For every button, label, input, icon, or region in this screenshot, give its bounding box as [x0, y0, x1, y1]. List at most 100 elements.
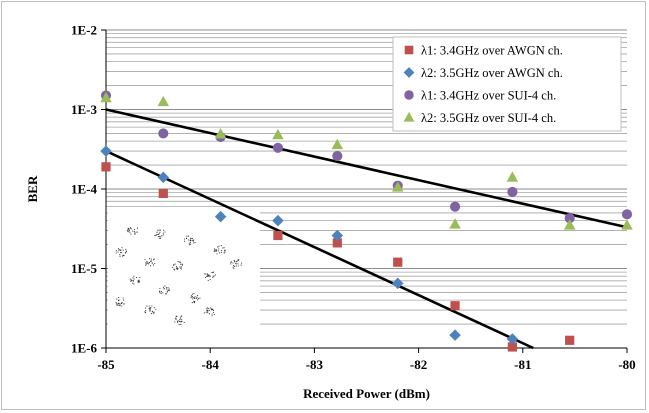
constellation-cluster [230, 259, 243, 269]
constellation-dot [153, 312, 155, 314]
constellation-dot [156, 231, 158, 233]
data-point-circle [507, 186, 518, 197]
constellation-dot [166, 287, 168, 289]
constellation-dot [207, 310, 209, 312]
constellation-dot [185, 237, 188, 239]
constellation-dot [181, 264, 184, 266]
constellation-dot [136, 277, 138, 279]
constellation-dot [177, 260, 179, 262]
constellation-dot [196, 296, 198, 298]
constellation-dot [189, 239, 191, 241]
data-point-diamond [272, 214, 284, 227]
constellation-dot [153, 311, 155, 313]
constellation-dot [160, 290, 162, 293]
data-point-diamond [100, 145, 112, 157]
constellation-dot [132, 277, 134, 279]
constellation-dot [232, 266, 234, 268]
constellation-dot [180, 268, 182, 270]
constellation-dot [150, 313, 152, 315]
constellation-dot [206, 307, 208, 309]
trend-line [105, 108, 628, 229]
constellation-dot [120, 249, 122, 251]
constellation-dot [223, 252, 225, 254]
constellation-dot [193, 300, 195, 302]
y-tick-label: 1E-2 [71, 23, 97, 38]
constellation-dot [212, 310, 214, 312]
constellation-dot [138, 281, 140, 283]
constellation-dot [176, 269, 178, 271]
constellation-dot [158, 233, 160, 235]
constellation-dot [214, 274, 216, 276]
constellation-cluster [203, 307, 215, 317]
constellation-inset [108, 212, 260, 346]
constellation-dot [117, 300, 120, 302]
constellation-dot [236, 260, 238, 262]
inset-background [108, 212, 260, 346]
constellation-dot [136, 231, 138, 233]
constellation-dot [123, 255, 125, 257]
constellation-dot [179, 261, 181, 263]
constellation-dot [132, 280, 135, 282]
constellation-dot [235, 263, 237, 265]
constellation-dot [179, 321, 182, 323]
series-1 [101, 162, 575, 352]
constellation-dot [203, 312, 205, 314]
constellation-dot [130, 280, 132, 282]
constellation-cluster [154, 229, 166, 240]
data-point-triangle [506, 171, 519, 182]
constellation-dot [220, 244, 222, 247]
constellation-dot [218, 248, 220, 250]
constellation-dot [117, 248, 119, 250]
series-2 [100, 145, 519, 345]
constellation-dot [211, 315, 213, 317]
constellation-dot [158, 237, 160, 239]
constellation-dot [184, 238, 186, 240]
constellation-dot [122, 249, 124, 251]
constellation-dot [188, 244, 190, 246]
constellation-dot [151, 305, 153, 307]
constellation-dot [120, 303, 123, 305]
constellation-dot [217, 246, 219, 248]
constellation-dot [121, 305, 123, 307]
constellation-dot [152, 264, 154, 266]
constellation-dot [129, 231, 131, 233]
constellation-dot [213, 250, 215, 252]
legend-entry-label: λ1: 3.4GHz over SUI-4 ch. [421, 89, 556, 103]
constellation-dot [212, 275, 214, 277]
constellation-dot [234, 265, 236, 268]
constellation-dot [211, 313, 213, 315]
constellation-dot [151, 260, 153, 262]
constellation-dot [167, 290, 169, 292]
constellation-dot [164, 231, 166, 233]
constellation-dot [192, 298, 194, 300]
constellation-dot [157, 233, 159, 235]
constellation-dot [179, 316, 181, 318]
constellation-dot [175, 319, 177, 321]
constellation-dot [133, 275, 135, 277]
constellation-dot [174, 321, 176, 323]
constellation-dot [178, 261, 180, 263]
constellation-dot [190, 297, 192, 299]
constellation-dot [119, 254, 121, 256]
data-points [100, 90, 633, 352]
constellation-dot [194, 296, 196, 298]
constellation-dot [148, 261, 150, 264]
constellation-dot [131, 280, 133, 282]
constellation-dot [118, 297, 120, 299]
constellation-dot [168, 289, 170, 291]
constellation-dot [136, 227, 139, 229]
constellation-cluster [204, 271, 216, 282]
data-point-diamond [506, 333, 519, 345]
constellation-dot [175, 317, 177, 319]
constellation-dot [188, 235, 190, 237]
constellation-dot [194, 297, 196, 299]
legend-marker-diamond [403, 67, 415, 78]
constellation-dot [127, 231, 129, 233]
constellation-dot [192, 240, 194, 242]
data-point-diamond [331, 229, 344, 242]
constellation-dot [150, 258, 152, 260]
constellation-dot [125, 250, 127, 252]
constellation-cluster [184, 235, 196, 246]
constellation-dot [173, 268, 175, 270]
